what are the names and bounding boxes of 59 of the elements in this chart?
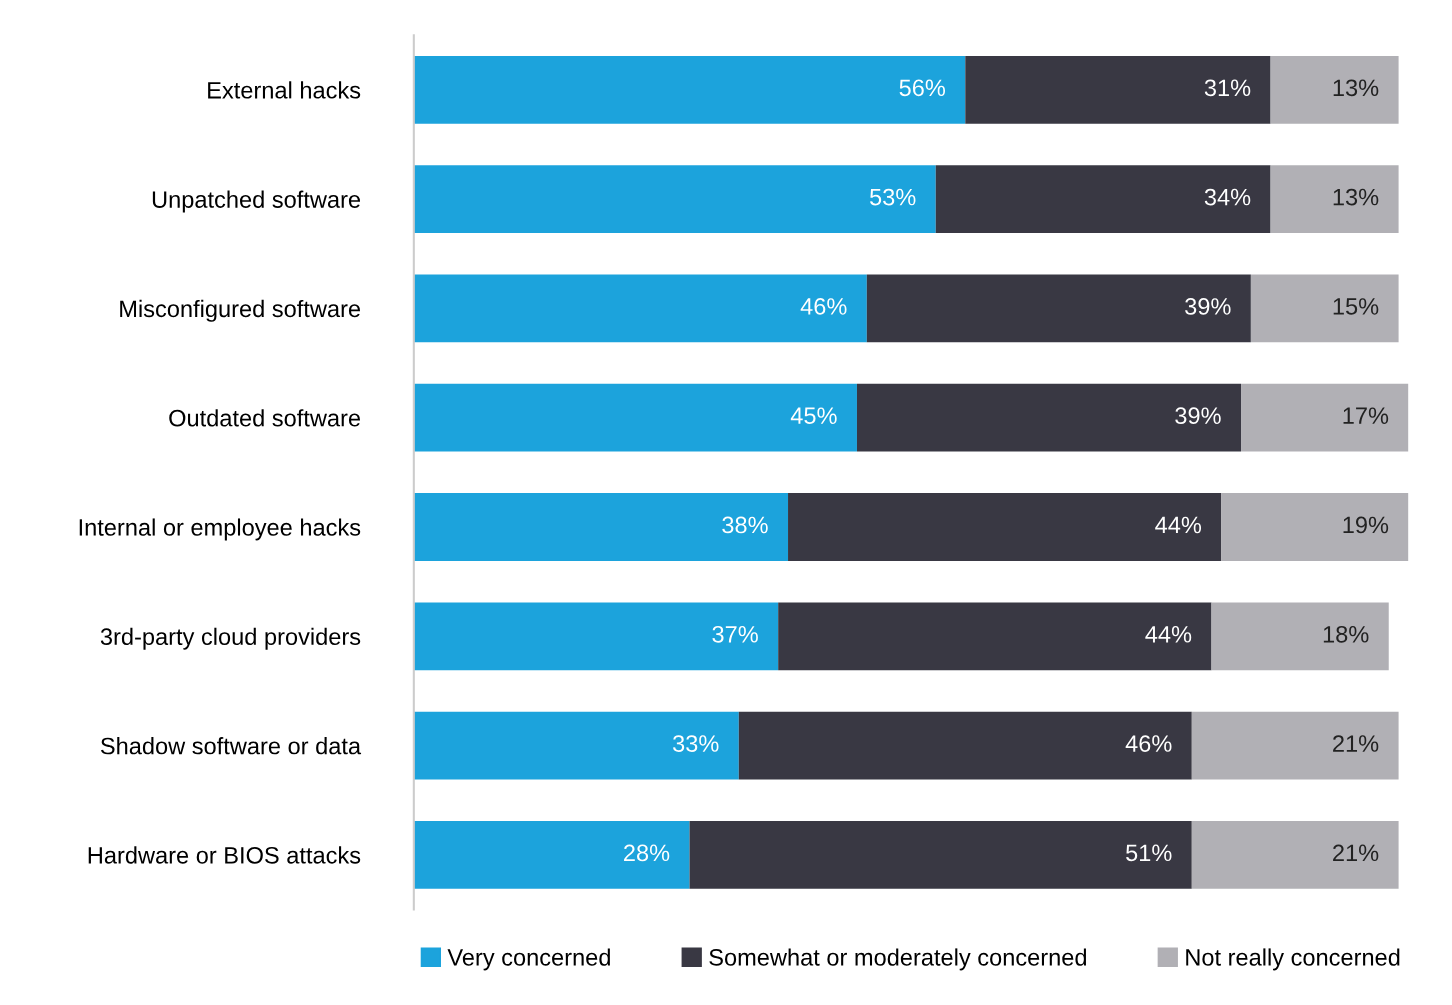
y-tick-label: Shadow software or data — [100, 737, 362, 755]
data-label: 13% — [1333, 79, 1379, 97]
y-tick-label: Misconfigured software — [120, 299, 361, 322]
bar — [1270, 55, 1399, 124]
bar — [738, 711, 1192, 780]
bar — [935, 165, 1271, 233]
data-label: 46% — [800, 298, 847, 315]
data-label: 17% — [1343, 407, 1389, 424]
data-label: 13% — [1333, 188, 1379, 206]
bar — [413, 602, 779, 671]
data-label: 21% — [1333, 735, 1379, 752]
bar — [413, 55, 966, 124]
bar — [1191, 821, 1399, 889]
y-tick-label: Outdated software — [169, 409, 361, 427]
data-label: 34% — [1204, 188, 1251, 206]
data-label: 39% — [1175, 407, 1221, 425]
data-label: 46% — [1125, 735, 1172, 752]
data-label: 38% — [722, 516, 768, 534]
bar — [778, 602, 1212, 671]
bar — [689, 821, 1192, 889]
data-label: 45% — [790, 407, 837, 425]
bar — [1221, 493, 1409, 561]
data-label: 44% — [1145, 626, 1192, 643]
legend-label: Not really concerned — [1186, 948, 1400, 971]
data-label: 19% — [1343, 516, 1389, 534]
y-tick-label: 3rd-party cloud providers — [100, 627, 361, 650]
bar — [965, 55, 1271, 124]
data-label: 44% — [1155, 516, 1202, 534]
data-label: 21% — [1333, 844, 1379, 862]
y-tick-label: Hardware or BIOS attacks — [88, 846, 361, 864]
bar — [413, 274, 867, 343]
bar — [856, 383, 1242, 452]
data-label: 39% — [1185, 298, 1231, 315]
legend-label: Very concerned — [447, 948, 610, 971]
bar — [413, 711, 739, 780]
y-tick-label: Internal or employee hacks — [79, 518, 361, 541]
legend-label: Somewhat or moderately concerned — [709, 948, 1087, 971]
bar — [413, 821, 690, 889]
bar — [413, 493, 789, 561]
bar — [788, 493, 1222, 561]
y-tick-label: Unpatched software — [152, 190, 361, 213]
bar — [1211, 602, 1389, 671]
y-tick-label: External hacks — [208, 81, 361, 99]
data-label: 18% — [1323, 625, 1369, 643]
bar — [413, 383, 857, 452]
data-label: 33% — [673, 735, 719, 752]
data-label: 15% — [1333, 298, 1379, 315]
bar — [413, 165, 936, 233]
bar — [1250, 274, 1399, 343]
data-label: 53% — [869, 188, 916, 206]
data-label: 51% — [1126, 844, 1172, 862]
data-label: 31% — [1204, 79, 1251, 97]
bar — [1241, 383, 1409, 452]
bar — [1191, 711, 1399, 780]
bar — [1270, 165, 1399, 233]
data-label: 56% — [899, 79, 946, 97]
data-label: 37% — [712, 625, 758, 643]
data-label: 28% — [624, 844, 670, 862]
bar — [866, 274, 1251, 343]
